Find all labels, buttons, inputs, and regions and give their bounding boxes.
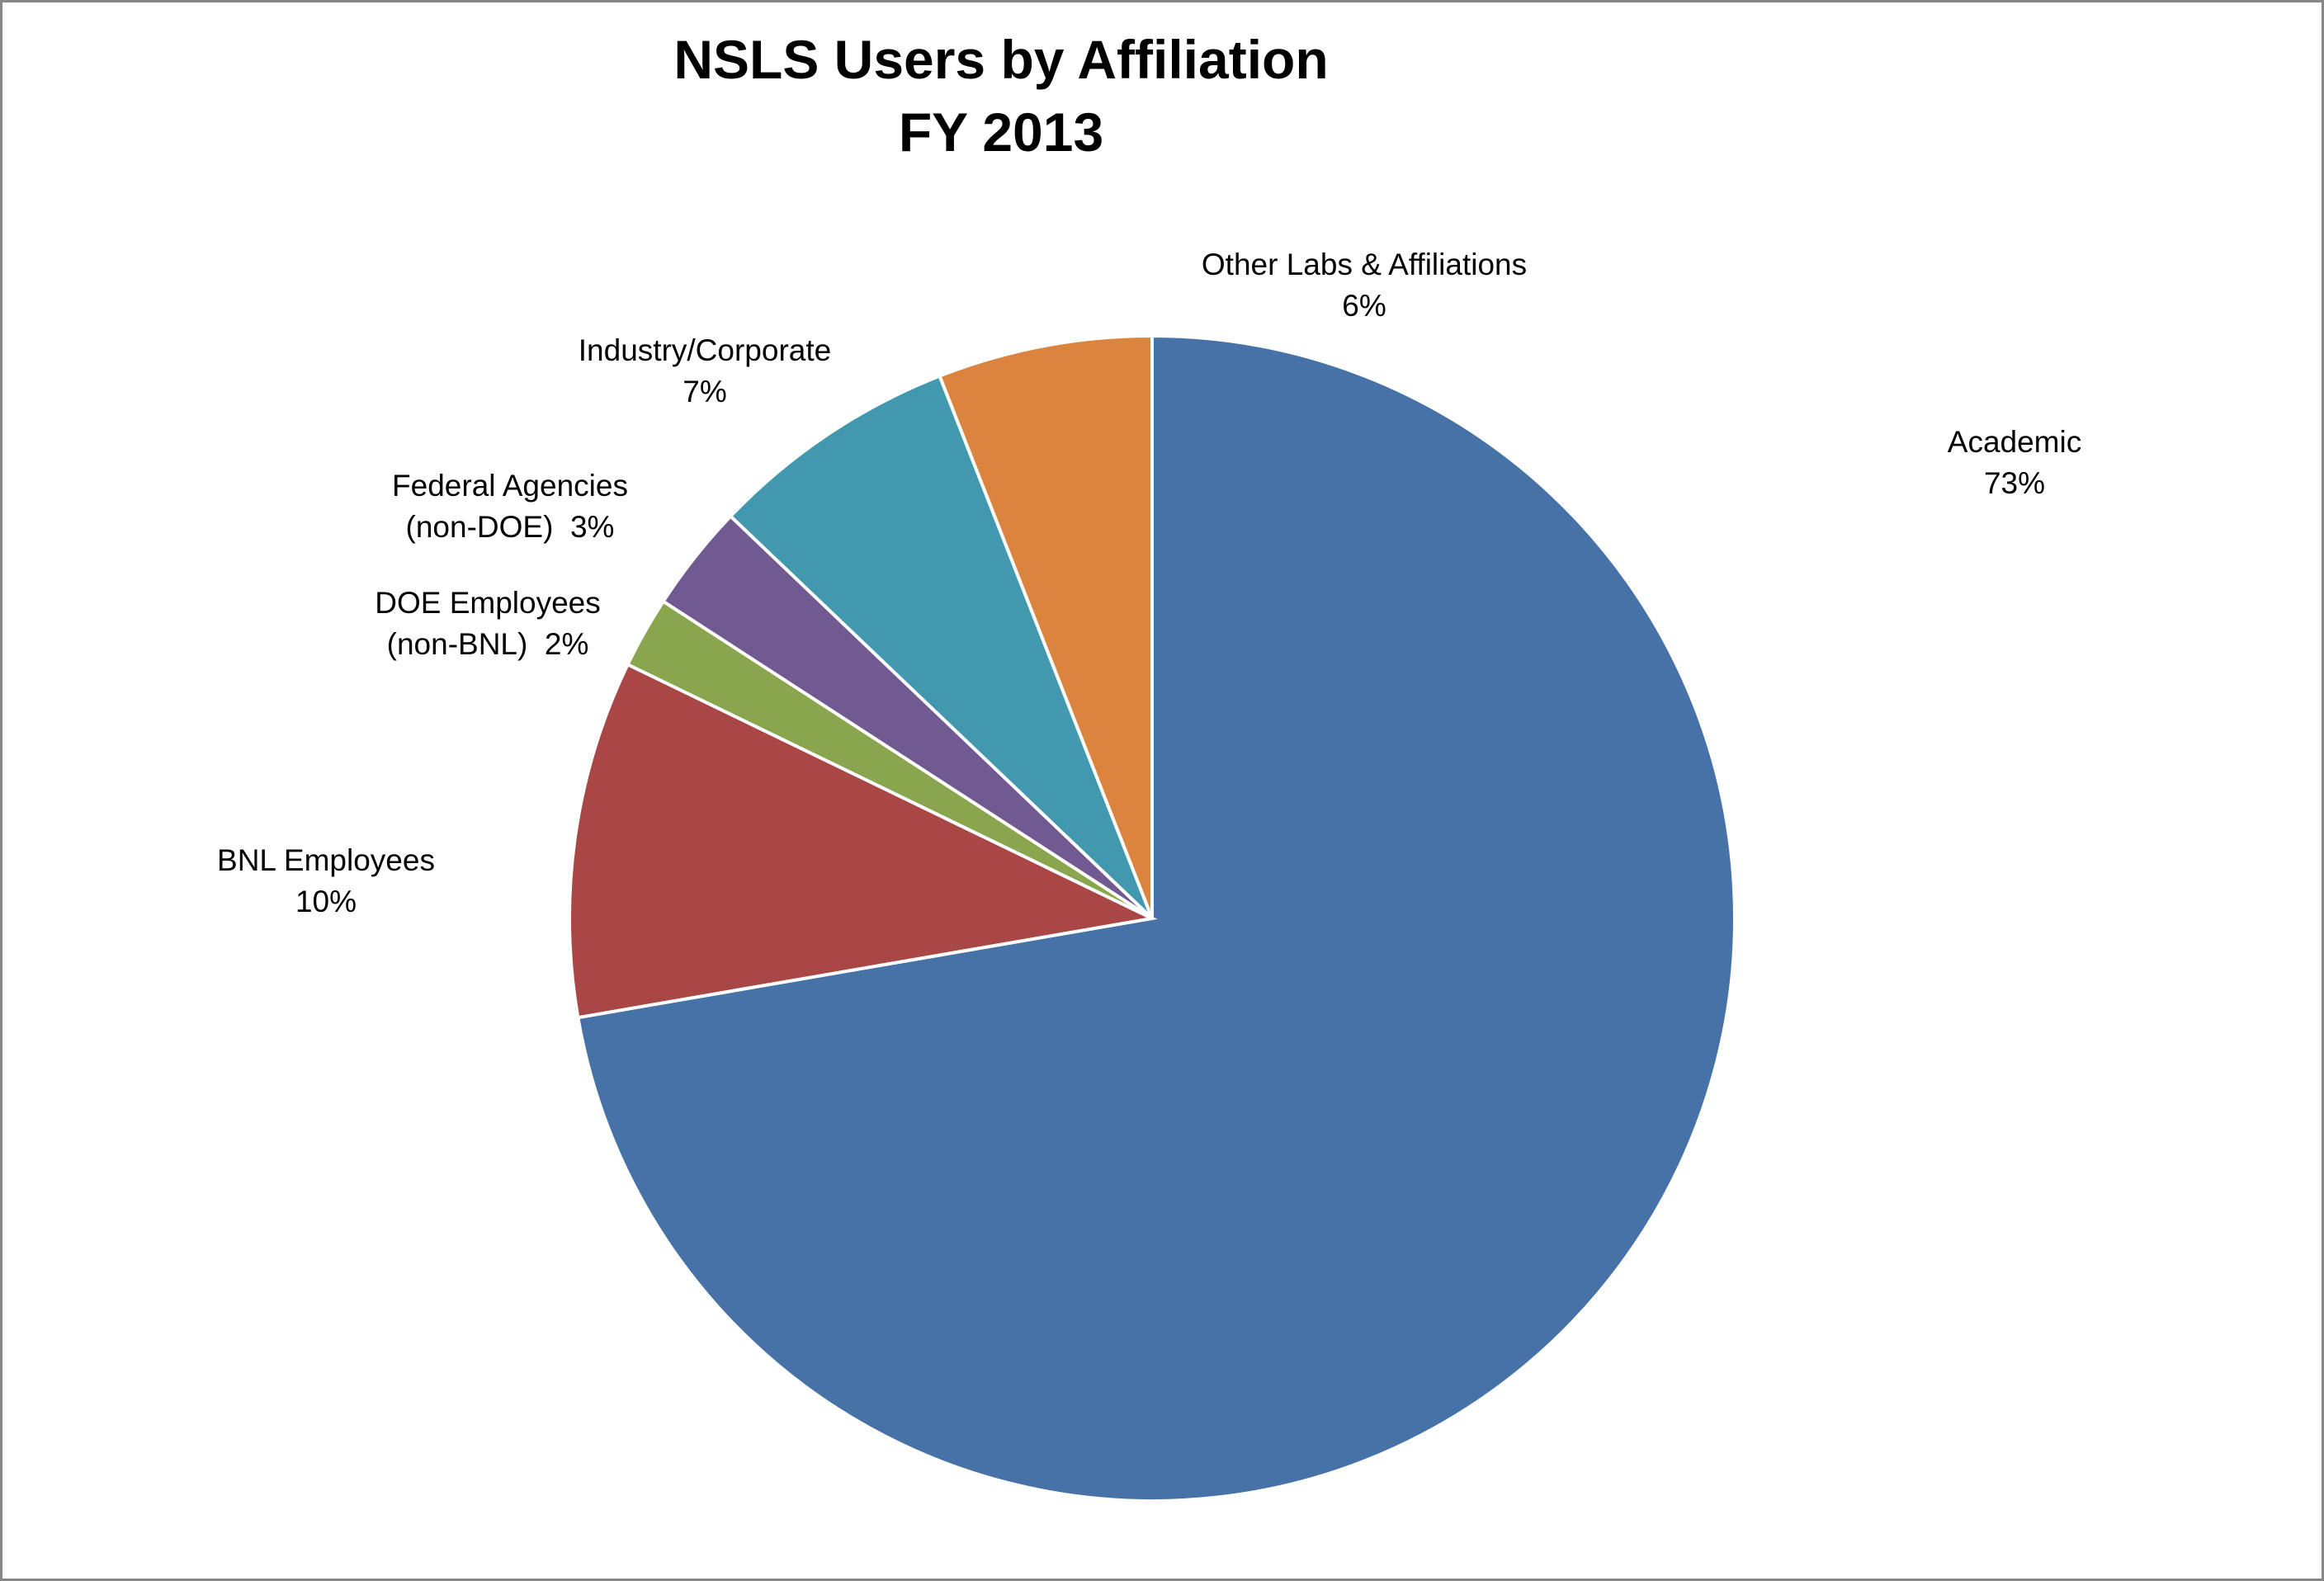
data-label-industry-corporate: Industry/Corporate 7% bbox=[579, 333, 831, 408]
chart-title-main: NSLS Users by Affiliation bbox=[673, 29, 1329, 90]
pie-labels: Academic 73% BNL Employees 10% DOE Employees… bbox=[217, 248, 2081, 918]
pie-slice-academic bbox=[575, 333, 1736, 1503]
data-label-other-labs-affiliations: Other Labs & Affiliations 6% bbox=[1202, 248, 1527, 323]
pie-slice-other-labs-affiliations bbox=[937, 333, 1154, 919]
pie-slice-industry-corporate bbox=[728, 374, 1154, 920]
data-label-academic: Academic 73% bbox=[1948, 425, 2081, 500]
pie-slice-bnl-employees bbox=[568, 662, 1158, 1020]
chart-title: NSLS Users by Affiliation FY 2013 bbox=[2, 23, 2000, 168]
chart-subtitle: FY 2013 bbox=[898, 101, 1104, 163]
data-label-federal-agencies-non-doe: Federal Agencies (non-DOE) 3% bbox=[392, 469, 628, 544]
data-label-bnl-employees: BNL Employees 10% bbox=[217, 843, 435, 918]
pie-slices bbox=[568, 333, 1736, 1503]
data-label-doe-employees-non-bnl: DOE Employees (non-BNL) 2% bbox=[375, 586, 601, 661]
